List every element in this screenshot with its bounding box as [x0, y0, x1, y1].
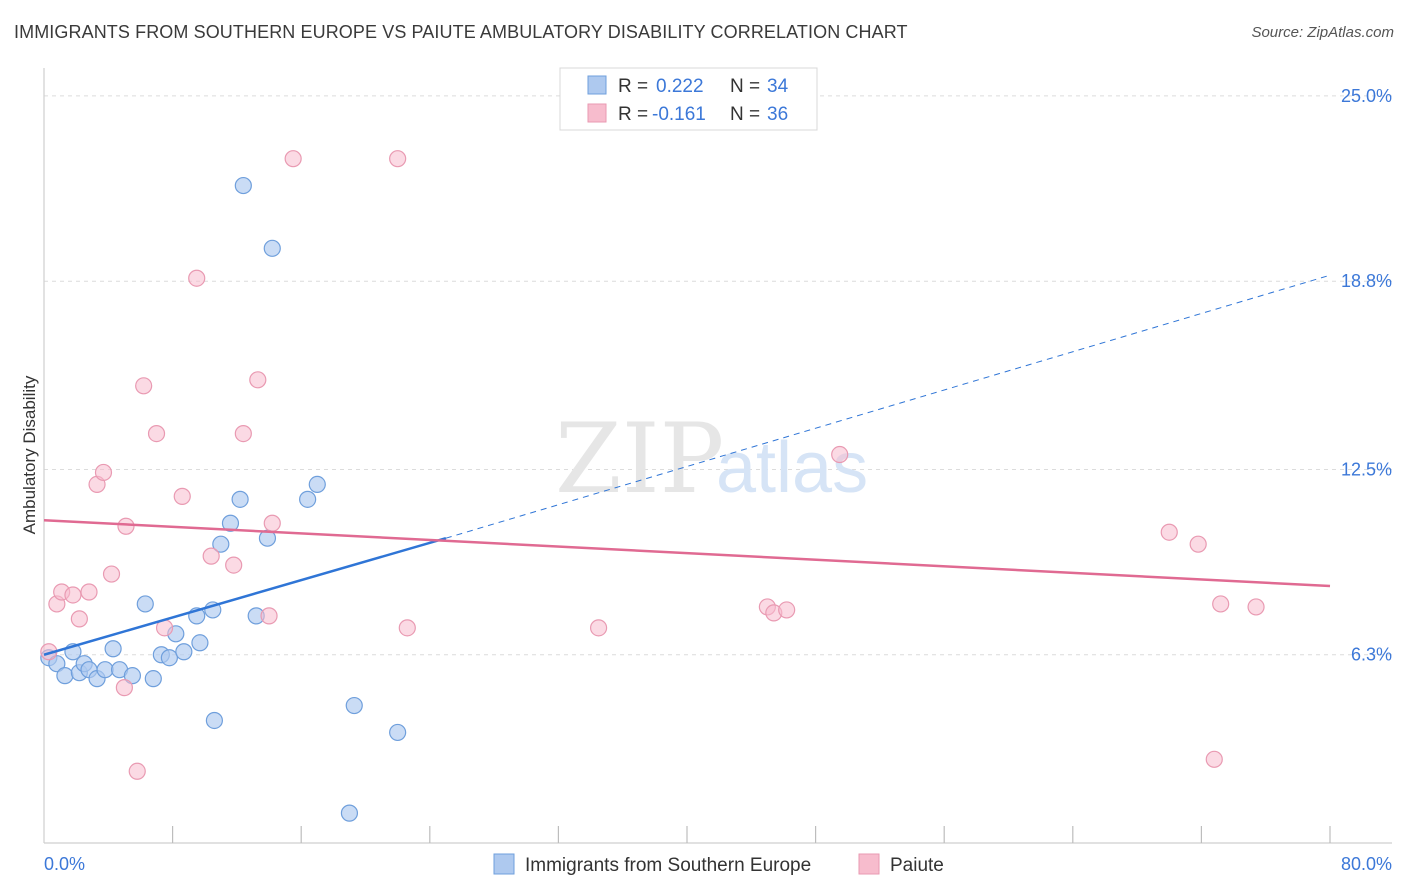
x-tick-marks	[172, 826, 1331, 843]
data-point-immigrants	[104, 640, 122, 658]
data-point-immigrants	[340, 804, 359, 822]
legend-r-value-pink: -0.161	[652, 104, 706, 125]
data-point-immigrants	[308, 475, 326, 494]
legend-r-label-blue: R =	[618, 76, 648, 97]
data-point-immigrants	[263, 239, 281, 257]
data-point-immigrants	[160, 649, 178, 667]
data-point-immigrants	[191, 634, 209, 652]
chart-title: IMMIGRANTS FROM SOUTHERN EUROPE VS PAIUT…	[14, 22, 908, 42]
y-tick-labels: 6.3% 12.5% 18.8% 25.0%	[1341, 86, 1392, 665]
data-point-paiute	[188, 269, 206, 287]
data-point-immigrants	[234, 176, 252, 195]
axes	[43, 68, 1392, 844]
y-tick-label: 6.3%	[1351, 645, 1392, 665]
data-point-paiute	[234, 425, 252, 443]
data-point-paiute	[70, 610, 88, 628]
data-point-paiute	[1212, 595, 1230, 613]
data-point-paiute	[225, 556, 243, 574]
trend-lines	[43, 274, 1331, 656]
series-legend-swatch-pink	[858, 853, 880, 875]
watermark-zip: ZIP	[555, 403, 724, 515]
data-point-paiute	[1205, 750, 1223, 768]
data-point-immigrants	[299, 490, 317, 508]
data-point-immigrants	[56, 667, 74, 685]
source-label: Source: ZipAtlas.com	[1251, 24, 1394, 41]
data-point-immigrants	[175, 643, 193, 661]
data-point-immigrants	[96, 661, 114, 679]
y-tick-label: 25.0%	[1341, 86, 1392, 106]
data-point-paiute	[1189, 535, 1207, 553]
data-point-immigrants	[136, 595, 154, 613]
series-legend-label-pink: Paiute	[890, 855, 944, 876]
series-legend-label-blue: Immigrants from Southern Europe	[525, 855, 811, 876]
data-point-paiute	[147, 425, 166, 443]
legend-n-label-pink: N =	[730, 104, 760, 125]
data-point-paiute	[831, 445, 849, 464]
y-tick-label: 12.5%	[1341, 459, 1392, 479]
legend-r-label-pink: R =	[618, 104, 648, 125]
legend-n-label-blue: N =	[730, 76, 760, 97]
data-point-immigrants	[345, 696, 363, 715]
data-point-paiute	[202, 547, 220, 565]
legend-r-value-blue: 0.222	[656, 76, 704, 97]
data-point-paiute	[135, 377, 153, 395]
data-point-paiute	[249, 371, 267, 389]
trend-line-paiute	[43, 519, 1331, 588]
data-point-immigrants	[205, 711, 223, 730]
data-point-paiute	[1247, 598, 1265, 616]
data-point-paiute	[64, 586, 82, 604]
data-point-paiute	[398, 619, 416, 637]
y-axis-label: Ambulatory Disability	[20, 375, 39, 534]
legend-n-value-blue: 34	[767, 76, 789, 97]
series-legend-swatch-blue	[493, 853, 515, 875]
series-immigrants-points	[40, 176, 407, 822]
data-point-immigrants	[144, 670, 162, 688]
data-point-paiute	[589, 619, 608, 637]
data-point-paiute	[260, 607, 278, 625]
trend-line-immigrants	[43, 536, 447, 656]
x-tick-label-max: 80.0%	[1341, 854, 1392, 874]
data-point-paiute	[115, 679, 133, 697]
data-point-immigrants	[48, 655, 66, 673]
data-point-paiute	[128, 762, 146, 780]
legend-n-value-pink: 36	[767, 104, 788, 125]
data-point-paiute	[1160, 523, 1178, 541]
correlation-legend: R = 0.222 N = 34 R = -0.161 N = 36	[559, 67, 818, 131]
data-point-immigrants	[231, 490, 249, 508]
legend-swatch-pink	[587, 103, 607, 123]
data-point-immigrants	[212, 535, 230, 553]
watermark-atlas: atlas	[716, 428, 868, 508]
data-point-immigrants	[389, 723, 407, 742]
data-point-paiute	[389, 150, 407, 168]
data-point-paiute	[102, 565, 121, 583]
legend-swatch-blue	[587, 75, 607, 95]
data-point-immigrants	[221, 514, 240, 532]
y-tick-label: 18.8%	[1341, 271, 1392, 291]
grid-lines	[44, 95, 1392, 656]
x-tick-label-min: 0.0%	[44, 854, 85, 874]
data-point-paiute	[263, 514, 281, 532]
data-point-paiute	[80, 583, 98, 601]
data-point-paiute	[94, 463, 113, 482]
data-point-immigrants	[123, 667, 142, 685]
data-point-paiute	[284, 150, 302, 168]
series-legend: Immigrants from Southern Europe Paiute	[493, 853, 944, 876]
data-point-paiute	[173, 487, 191, 505]
series-paiute-points	[40, 150, 1265, 780]
data-point-paiute	[117, 517, 135, 535]
data-point-paiute	[778, 601, 796, 619]
